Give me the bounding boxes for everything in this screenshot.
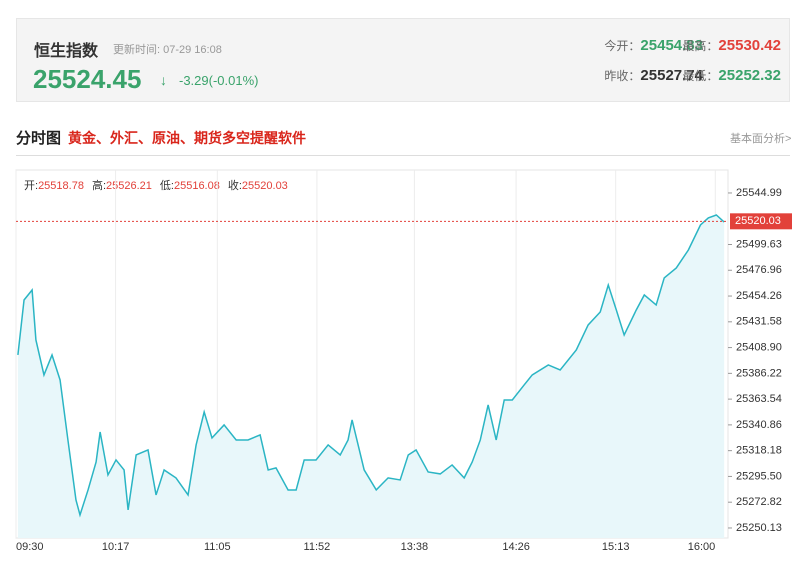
stat-label: 今开： bbox=[604, 39, 641, 53]
y-tick-label: 25408.90 bbox=[736, 341, 782, 353]
info-value: 25526.21 bbox=[106, 180, 152, 192]
x-tick-label: 15:13 bbox=[602, 541, 630, 553]
y-tick-label: 25454.26 bbox=[736, 290, 782, 302]
x-tick-label: 10:17 bbox=[102, 541, 130, 553]
x-tick-label: 16:00 bbox=[688, 541, 716, 553]
y-tick-label: 25340.86 bbox=[736, 419, 782, 431]
stat: 昨收：25527.74 bbox=[604, 67, 703, 85]
stat-label: 最高： bbox=[682, 39, 719, 53]
y-tick-label: 25318.18 bbox=[736, 445, 782, 457]
stat-label: 昨收： bbox=[604, 69, 641, 83]
stat-value: 25252.32 bbox=[718, 67, 781, 84]
x-tick-label: 11:52 bbox=[304, 541, 331, 553]
analysis-link[interactable]: 基本面分析> bbox=[730, 133, 792, 145]
stat-value: 25527.74 bbox=[640, 67, 703, 84]
x-tick-label: 14:26 bbox=[502, 541, 530, 553]
divider bbox=[16, 155, 790, 156]
stat-label: 最低： bbox=[682, 69, 719, 83]
y-tick-label: 25250.13 bbox=[736, 522, 782, 534]
y-tick-label: 25431.58 bbox=[736, 316, 782, 328]
y-tick-label: 25499.63 bbox=[736, 238, 782, 250]
index-name: 恒生指数 bbox=[34, 43, 99, 60]
arrow: ↓ bbox=[160, 72, 167, 88]
info-value: 25520.03 bbox=[241, 180, 288, 192]
info-label: 低: bbox=[159, 180, 174, 192]
info-value: 25516.08 bbox=[173, 180, 220, 192]
x-tick-label: 11:05 bbox=[204, 541, 231, 553]
promo-link[interactable]: 黄金、外汇、原油、期货多空提醒软件 bbox=[68, 130, 306, 146]
info-label: 高: bbox=[91, 180, 107, 192]
ref-label-bg bbox=[730, 213, 792, 230]
info-value: 25518.78 bbox=[38, 180, 84, 192]
x-tick-label: 09:30 bbox=[16, 541, 44, 553]
stat: 最高：25530.42 bbox=[682, 37, 781, 55]
info-label: 收: bbox=[227, 180, 242, 192]
stat-value: 25530.42 bbox=[718, 37, 781, 54]
ref-label: 25520.03 bbox=[735, 215, 781, 227]
y-tick-label: 25272.82 bbox=[736, 496, 782, 508]
y-tick-label: 25476.96 bbox=[736, 264, 782, 276]
price: 25524.45 bbox=[33, 64, 142, 94]
price-line bbox=[17, 214, 725, 518]
y-tick-label: 25544.99 bbox=[736, 187, 782, 199]
section-title: 分时图 bbox=[16, 130, 62, 147]
stat-value: 25454.83 bbox=[640, 37, 703, 54]
quote-header: 恒生指数 更新时间: 07-29 16:08 25524.45 ↓ -3.29(… bbox=[16, 18, 790, 102]
change: -3.29(-0.01%) bbox=[179, 73, 259, 88]
area bbox=[17, 214, 725, 538]
y-tick-label: 25295.50 bbox=[736, 470, 782, 482]
info-label: 开: bbox=[24, 180, 39, 192]
x-tick-label: 13:38 bbox=[401, 541, 429, 553]
ohlc-info: 开:25518.78 高:25526.21 低:25516.08 收:25520.03 bbox=[24, 177, 296, 193]
stat: 最低：25252.32 bbox=[682, 67, 781, 85]
update-time: 更新时间: 07-29 16:08 bbox=[113, 44, 222, 56]
y-tick-label: 25386.22 bbox=[736, 367, 782, 379]
y-tick-label: 25363.54 bbox=[736, 393, 782, 405]
stat: 今开：25454.83 bbox=[604, 37, 703, 55]
